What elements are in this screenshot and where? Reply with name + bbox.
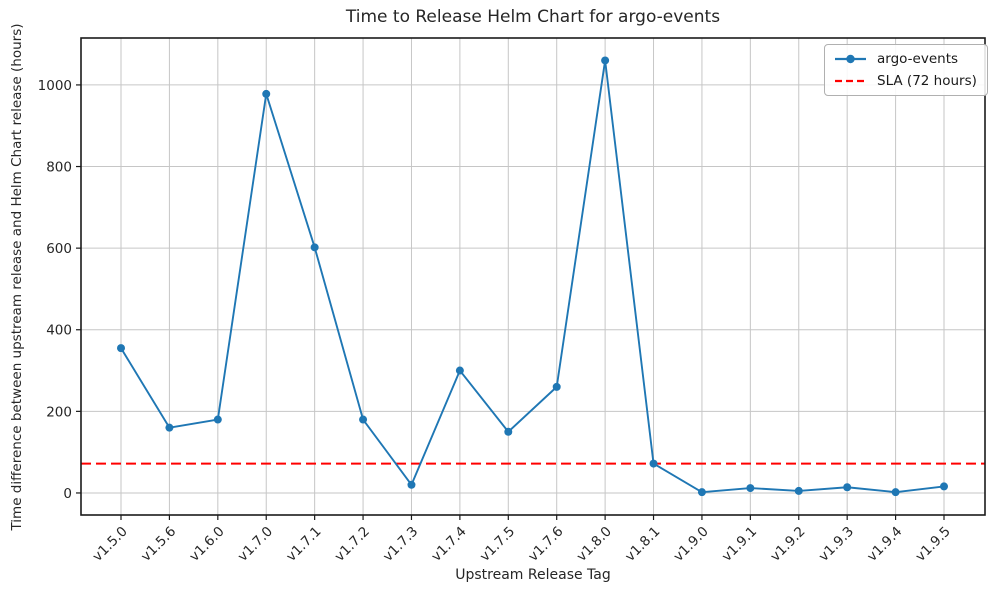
x-tick-label: v1.8.0 (574, 524, 615, 565)
data-point-marker (697, 488, 706, 497)
data-point-marker (455, 366, 464, 375)
data-point-marker (165, 423, 174, 432)
y-tick-label: 0 (63, 486, 72, 502)
x-tick-label: v1.5.0 (90, 524, 131, 565)
data-point-marker (649, 459, 658, 468)
x-tick-label: v1.5.6 (138, 524, 179, 565)
data-point-marker (940, 482, 948, 491)
data-point-marker (504, 427, 513, 436)
data-point-marker (891, 488, 900, 497)
y-tick-label: 400 (46, 323, 72, 339)
x-tick-label: v1.7.1 (283, 524, 324, 565)
x-tick-label: v1.7.2 (332, 524, 373, 565)
series-line (120, 59, 945, 494)
data-point-marker (843, 483, 852, 492)
data-point-marker (794, 486, 803, 495)
legend: argo-events SLA (72 hours) (824, 44, 988, 96)
data-point-marker (310, 243, 319, 252)
data-point-marker (213, 415, 222, 424)
x-tick-label: v1.7.6 (525, 524, 566, 565)
y-tick-label: 1000 (38, 78, 72, 94)
legend-entry-sla: SLA (72 hours) (834, 72, 977, 89)
x-tick-label: v1.9.1 (719, 524, 760, 565)
data-point-marker (552, 382, 561, 391)
data-point-marker (601, 56, 610, 65)
data-point-marker (407, 480, 416, 489)
legend-entry-argo-events: argo-events (834, 50, 977, 67)
data-point-marker (746, 484, 755, 493)
x-tick-label: v1.6.0 (186, 524, 227, 565)
x-tick-label: v1.9.3 (816, 524, 857, 565)
x-axis-label: Upstream Release Tag (455, 567, 611, 583)
x-tick-label: v1.9.0 (671, 524, 712, 565)
y-tick-label: 800 (46, 160, 72, 176)
legend-label-sla: SLA (72 hours) (877, 72, 977, 89)
y-tick-label: 200 (46, 404, 72, 420)
data-point-marker (262, 89, 271, 98)
x-tick-label: v1.7.3 (380, 524, 421, 565)
x-tick-label: v1.7.5 (477, 524, 518, 565)
data-point-marker (117, 344, 125, 353)
x-tick-label: v1.8.1 (622, 524, 663, 565)
x-tick-label: v1.7.0 (235, 524, 276, 565)
legend-dashed-line-icon (835, 79, 866, 82)
x-tick-label: v1.9.4 (864, 524, 905, 565)
axes-frame (80, 37, 986, 516)
y-axis-label: Time difference between upstream release… (9, 23, 25, 531)
y-tick-label: 600 (46, 241, 72, 257)
chart-title: Time to Release Helm Chart for argo-even… (345, 7, 721, 27)
data-point-marker (359, 415, 368, 424)
x-tick-label: v1.7.4 (428, 524, 469, 565)
legend-label-argo-events: argo-events (877, 50, 959, 67)
legend-line-marker-icon (835, 54, 866, 63)
x-tick-label: v1.9.2 (767, 524, 808, 565)
x-tick-label: v1.9.5 (913, 524, 954, 565)
